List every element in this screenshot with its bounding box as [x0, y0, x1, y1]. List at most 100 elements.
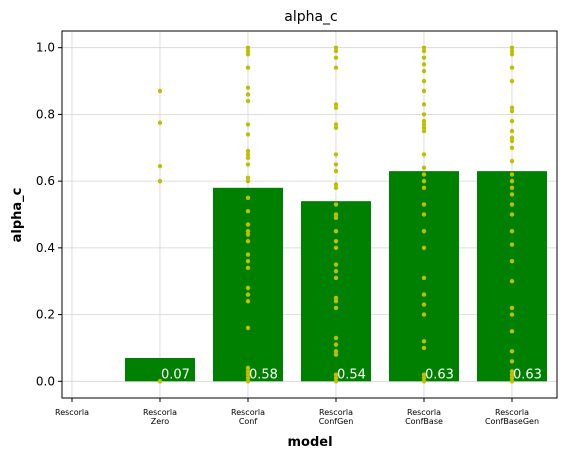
data-point [509, 128, 515, 134]
data-point [333, 372, 339, 377]
data-point [333, 105, 339, 110]
value-label: 0.63 [425, 367, 454, 382]
data-point [421, 275, 427, 281]
y-tick-label: 0.4 [36, 241, 55, 255]
data-point [333, 379, 339, 384]
x-tick-label-line: Rescorla [231, 408, 265, 417]
data-point [333, 212, 339, 217]
data-point [157, 163, 163, 169]
data-point [421, 165, 427, 170]
data-point [157, 120, 163, 125]
x-tick-label-line: Rescorla [143, 408, 177, 417]
data-point [509, 45, 515, 50]
data-point [509, 242, 515, 247]
data-point [509, 172, 515, 177]
data-point [245, 325, 251, 331]
data-point [509, 158, 515, 164]
data-point [245, 48, 251, 54]
data-point [245, 375, 251, 381]
data-point [421, 152, 427, 157]
data-point [509, 329, 515, 334]
data-point [333, 55, 339, 60]
data-point [421, 202, 427, 207]
data-point [157, 178, 163, 184]
data-point [333, 152, 339, 157]
data-point [245, 85, 251, 90]
data-point [245, 162, 251, 167]
data-point [421, 339, 427, 344]
data-point [333, 228, 339, 234]
data-point [245, 299, 251, 304]
data-point [245, 178, 251, 184]
data-point [333, 245, 339, 251]
data-point [421, 55, 427, 60]
x-tick-label-line: Zero [151, 417, 170, 426]
value-label: 0.54 [337, 367, 366, 382]
data-point [509, 349, 515, 354]
data-point [245, 152, 251, 157]
x-tick-label-line: ConfGen [319, 417, 354, 426]
value-labels-layer: 0.07 0.58 0.54 0.63 0.63 [161, 367, 542, 382]
y-tick-label: 0.0 [36, 374, 55, 388]
data-point [245, 52, 251, 57]
x-tick-label-line: ConfBaseGen [485, 417, 539, 426]
data-point [333, 269, 339, 274]
data-point [157, 379, 163, 384]
data-point [333, 335, 339, 341]
x-tick-label-line: Rescorla [407, 408, 441, 417]
data-point [333, 262, 339, 267]
data-point [421, 45, 427, 50]
data-point [509, 48, 515, 54]
x-tick-label: Rescorla ConfBase [405, 408, 443, 426]
data-point [421, 118, 427, 124]
data-point [245, 65, 251, 70]
data-point [509, 78, 515, 84]
data-point [245, 285, 251, 291]
data-point [509, 279, 515, 284]
data-point [421, 112, 427, 117]
data-point [421, 122, 427, 127]
data-point [421, 68, 427, 74]
value-label: 0.58 [249, 367, 278, 382]
data-point [333, 65, 339, 70]
data-point [245, 232, 251, 237]
data-point [333, 352, 339, 357]
data-point [333, 162, 339, 167]
data-point [245, 148, 251, 154]
data-point [245, 132, 251, 137]
data-point [509, 105, 515, 110]
data-point [333, 215, 339, 221]
data-point [509, 359, 515, 364]
data-point [421, 245, 427, 251]
data-point [245, 45, 251, 50]
data-point [245, 208, 251, 214]
y-axis-label: alpha_c [10, 188, 25, 243]
data-point [509, 135, 515, 140]
data-point [245, 259, 251, 264]
x-tick-label: Rescorla ConfGen [319, 408, 354, 426]
data-point [421, 62, 427, 67]
bar [125, 357, 195, 382]
plot-frame [61, 30, 558, 399]
data-point [333, 102, 339, 107]
data-point [333, 299, 339, 304]
data-point [509, 145, 515, 150]
data-point [333, 238, 339, 244]
data-point [245, 222, 251, 227]
data-point [157, 88, 163, 94]
data-point [333, 202, 339, 207]
data-point [421, 185, 427, 191]
data-point [509, 372, 515, 377]
x-tick-label: Rescorla [55, 408, 89, 417]
data-point [421, 88, 427, 94]
x-tick-label-line: Rescorla [319, 408, 353, 417]
data-point [509, 312, 515, 317]
x-tick-label: Rescorla Conf [231, 408, 265, 426]
data-point [245, 92, 251, 97]
data-point [509, 108, 515, 114]
data-point [421, 302, 427, 307]
data-point [421, 375, 427, 381]
data-point [333, 182, 339, 187]
